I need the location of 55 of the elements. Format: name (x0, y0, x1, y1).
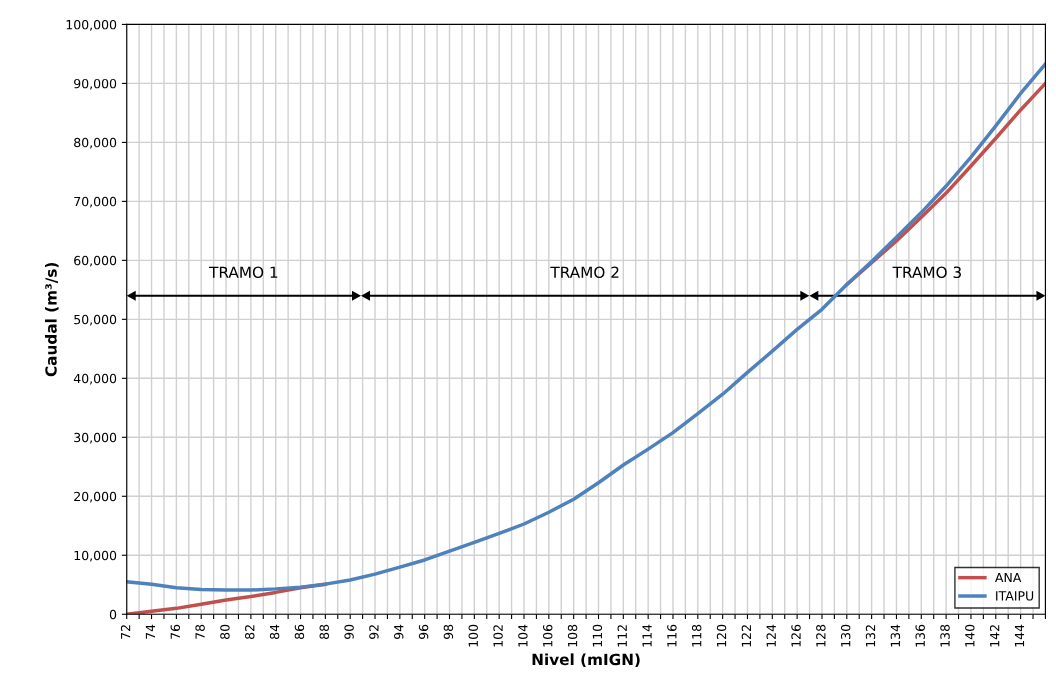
x-tick-label: 126 (791, 624, 801, 647)
y-tick-label: 0 (109, 609, 117, 620)
y-tick-label: 90,000 (74, 78, 117, 90)
x-tick-label: 134 (890, 624, 901, 647)
x-tick-label: 132 (865, 625, 876, 647)
x-tick-label: 116 (667, 624, 677, 647)
x-tick-label: 118 (691, 624, 702, 647)
x-tick-label: 120 (716, 624, 727, 647)
y-tick-label: 30,000 (74, 432, 117, 444)
x-tick-label: 122 (741, 625, 751, 647)
x-tick-label: 144 (1014, 624, 1025, 647)
x-tick-label: 140 (965, 624, 975, 647)
y-tick-label: 60,000 (74, 255, 117, 267)
x-tick-label: 110 (592, 624, 603, 647)
x-tick-label: 102 (493, 625, 503, 647)
annotation: TRAMO 2 (550, 266, 619, 279)
x-tick-label: 90 (344, 624, 354, 640)
x-tick-label: 96 (418, 624, 429, 640)
x-tick-label: 130 (840, 624, 851, 647)
x-axis-title: Nivel (mIGN) (532, 653, 640, 667)
x-tick-label: 80 (220, 624, 230, 640)
x-tick-label: 86 (294, 624, 305, 640)
x-tick-label: 88 (319, 624, 329, 640)
y-tick-label: 40,000 (73, 373, 117, 385)
legend-label: ITAIPU (996, 591, 1034, 601)
x-tick-label: 92 (369, 625, 379, 640)
x-tick-label: 112 (617, 625, 627, 647)
y-tick-label: 10,000 (74, 550, 117, 562)
y-tick-label: 20,000 (74, 491, 117, 503)
x-tick-label: 124 (766, 624, 776, 647)
x-tick-label: 114 (642, 624, 652, 647)
x-tick-label: 104 (518, 624, 528, 647)
x-tick-label: 138 (940, 624, 950, 647)
x-tick-label: 72 (120, 625, 131, 639)
annotation: TRAMO 1 (209, 266, 278, 279)
annotation: TRAMO 3 (892, 266, 961, 279)
x-tick-label: 136 (915, 624, 925, 647)
x-tick-label: 84 (269, 624, 280, 640)
x-tick-label: 74 (145, 624, 155, 639)
y-axis-title: Caudal (m³/s) (44, 262, 59, 377)
y-tick-label: 100,000 (66, 19, 117, 31)
x-tick-label: 82 (245, 625, 255, 640)
y-tick-label: 70,000 (74, 196, 117, 208)
x-tick-label: 128 (816, 624, 826, 647)
legend-label: ANA (995, 572, 1022, 583)
x-tick-label: 94 (394, 624, 404, 640)
x-tick-label: 78 (195, 624, 205, 639)
x-tick-label: 108 (567, 624, 578, 647)
x-tick-label: 106 (543, 624, 553, 647)
x-tick-label: 98 (443, 624, 454, 640)
y-tick-label: 50,000 (74, 314, 117, 326)
x-tick-label: 142 (989, 625, 1000, 647)
x-tick-label: 100 (468, 624, 478, 647)
x-tick-label: 76 (170, 624, 181, 639)
y-tick-label: 80,000 (74, 137, 117, 149)
